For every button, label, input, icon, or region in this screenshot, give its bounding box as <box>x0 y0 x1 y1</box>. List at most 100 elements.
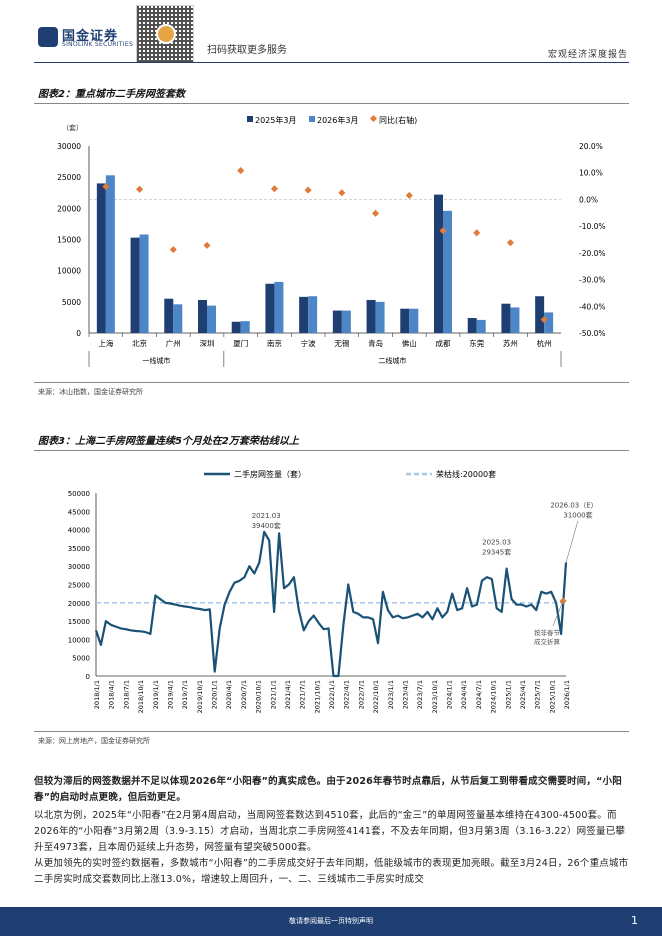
x-tick-label: 2019/4/1 <box>166 680 174 709</box>
y-tick-label: 20000 <box>68 600 90 608</box>
figure3-frame: 二手房网签量（套） 荣枯线:20000套 0 5000 10000 15000 20000 2… <box>34 450 629 732</box>
bar-2026 <box>375 301 385 333</box>
yoy-point <box>439 227 447 235</box>
bar-2025 <box>96 183 106 333</box>
yoy-point <box>405 191 413 199</box>
x-tick-label: 东莞 <box>469 338 484 348</box>
x-tick-label: 厦门 <box>233 339 248 348</box>
x-tick-label: 广州 <box>166 338 181 348</box>
x-tick-label: 青岛 <box>368 338 383 348</box>
annotation-2021-value: 39400套 <box>252 521 281 530</box>
company-logo-icon <box>38 27 58 47</box>
bar-2026 <box>173 304 183 333</box>
bar-2025 <box>501 303 511 333</box>
x-tick-label: 2024/1/1 <box>446 680 454 709</box>
x-tick-label: 2020/10/1 <box>255 680 263 713</box>
bar-2026 <box>409 308 419 333</box>
y-tick-label: 50000 <box>68 490 90 498</box>
legend-label-volume: 二手房网签量（套） <box>234 469 306 479</box>
x-tick-label: 宁波 <box>301 338 316 348</box>
y-axis-unit: （套） <box>62 123 83 132</box>
y-tick-label: 30000 <box>57 142 81 151</box>
adjusted-note-line2: 成交折算 <box>534 637 561 646</box>
footer-disclaimer[interactable]: 敬请参阅最后一页特别声明 <box>289 917 373 925</box>
paragraph-2: 从更加领先的实时签约数据看，多数城市“小阳春”的二手房成交好于去年同期，低能级城… <box>34 858 629 885</box>
x-tick-label: 2023/1/1 <box>387 680 395 709</box>
report-type: 宏观经济深度报告 <box>547 50 628 60</box>
lead-paragraph: 但较为滞后的网签数据并不足以体现2026年“小阳春”的真实成色。由于2026年春… <box>34 774 629 806</box>
bar-2026 <box>105 175 115 333</box>
bar-2026 <box>139 234 149 333</box>
x-tick-label: 2026/1/1 <box>563 680 571 709</box>
page-number: 1 <box>631 914 638 927</box>
y-tick-label: 40000 <box>68 527 90 535</box>
x-tick-label: 2022/10/1 <box>372 680 380 713</box>
x-tick-label: 2018/1/1 <box>93 680 101 709</box>
y2-tick-label: -30.0% <box>579 276 606 285</box>
y-tick-label: 20000 <box>57 204 81 213</box>
y2-tick-label: 10.0% <box>579 169 603 178</box>
y2-tick-label: -40.0% <box>579 302 606 311</box>
bar-2026 <box>443 210 452 333</box>
x-tick-label: 2020/4/1 <box>225 680 233 709</box>
figure2-frame: 2025年3月 2026年3月 同比(右轴) （套） 0 5000 10000 15000 20… <box>34 103 629 383</box>
figure2-title: 图表2：重点城市二手房网签套数 <box>38 89 185 100</box>
x-tick-label: 2019/10/1 <box>196 680 204 713</box>
bar-2025 <box>231 321 241 333</box>
x-tick-label: 2025/7/1 <box>534 680 542 709</box>
qr-caption: 扫码获取更多服务 <box>207 45 287 56</box>
x-tick-label: 深圳 <box>200 338 215 348</box>
x-tick-label: 南京 <box>267 338 282 348</box>
yoy-point <box>203 241 211 249</box>
x-tick-label: 2023/4/1 <box>401 680 409 709</box>
legend-swatch-yoy <box>369 114 378 123</box>
company-name-cn: 国金证券 <box>62 29 119 44</box>
x-tick-label: 2023/10/1 <box>431 680 439 713</box>
x-tick-label: 2018/7/1 <box>122 680 130 709</box>
bar-2025 <box>467 318 477 333</box>
yoy-point <box>169 246 177 254</box>
bar-2026 <box>544 312 554 333</box>
y2-tick-label: -20.0% <box>579 249 606 258</box>
x-tick-label: 2020/1/1 <box>211 680 219 709</box>
x-tick-label: 2024/7/1 <box>475 680 483 709</box>
x-tick-label: 2022/1/1 <box>328 680 336 709</box>
annotation-2021-label: 2021.03 <box>252 512 281 520</box>
yoy-point <box>338 189 346 197</box>
bar-2026 <box>308 296 318 333</box>
group-label: 一线城市 <box>142 356 170 365</box>
y2-tick-label: -50.0% <box>579 329 606 338</box>
bar-2025 <box>400 308 410 333</box>
yoy-point <box>506 239 514 247</box>
x-tick-label: 2021/1/1 <box>269 680 277 709</box>
bar-2026 <box>341 310 351 333</box>
annotation-2026-leader <box>565 520 579 563</box>
x-tick-label: 2019/1/1 <box>152 680 160 709</box>
x-tick-label: 北京 <box>132 338 147 348</box>
x-tick-label: 无锡 <box>334 339 349 348</box>
x-tick-label: 佛山 <box>402 338 417 348</box>
x-tick-label: 上海 <box>98 338 113 348</box>
bar-2025 <box>366 299 376 333</box>
yoy-point <box>102 183 110 191</box>
bar-2025 <box>130 237 140 333</box>
figure3-source: 来源：网上房地产，国金证券研究所 <box>38 737 150 745</box>
x-tick-label: 2021/10/1 <box>313 680 321 713</box>
y-tick-label: 0 <box>86 673 90 681</box>
volume-line <box>94 530 568 678</box>
company-name-en: SINOLINK SECURITIES <box>62 41 134 48</box>
x-tick-label: 成都 <box>436 338 451 348</box>
bar-2025 <box>164 298 174 333</box>
x-tick-label: 2025/10/1 <box>548 680 556 713</box>
x-tick-label: 2019/7/1 <box>181 680 189 709</box>
figure2-source: 来源：冰山指数，国金证券研究所 <box>38 388 143 396</box>
adjusted-note-line1: 按非春节 <box>534 628 561 637</box>
bar-2025 <box>434 194 443 333</box>
y-tick-label: 15000 <box>57 236 81 245</box>
legend-label-2025: 2025年3月 <box>255 115 296 125</box>
x-tick-label: 2023/7/1 <box>416 680 424 709</box>
legend-label-yoy: 同比(右轴) <box>379 115 417 125</box>
bar-2025 <box>299 296 309 333</box>
adjusted-leader <box>552 600 564 627</box>
y-tick-label: 5000 <box>72 655 90 663</box>
